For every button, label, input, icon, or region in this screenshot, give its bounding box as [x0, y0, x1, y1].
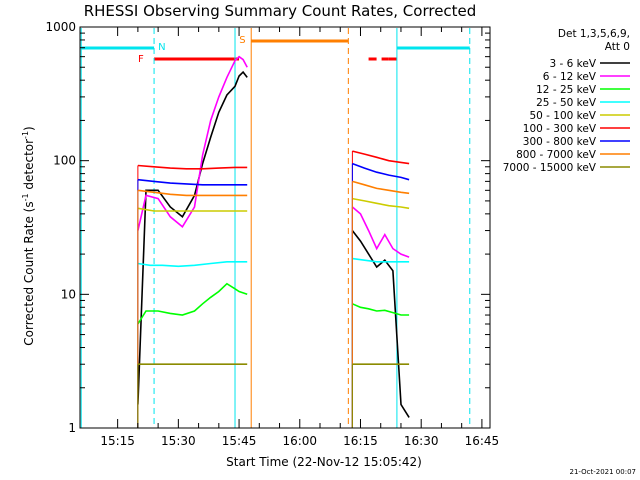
x-tick-label: 15:15 [100, 434, 135, 448]
generation-timestamp: 21-Oct-2021 00:07 [570, 468, 636, 476]
flag-marker-f: F [138, 54, 144, 65]
flag-marker-s: S [239, 35, 245, 46]
y-label-part-3: ) [22, 126, 36, 131]
x-axis: 15:15 15:30 15:45 16:00 16:15 16:30 16:45 [100, 27, 499, 448]
x-tick-label: 15:45 [222, 434, 257, 448]
attenuator-saa-lines [80, 28, 471, 428]
legend-label: 12 - 25 keV [536, 84, 597, 96]
legend-label: 25 - 50 keV [536, 97, 597, 109]
legend-label: 6 - 12 keV [543, 71, 597, 83]
legend-label: 50 - 100 keV [529, 110, 596, 122]
series-line [352, 303, 410, 316]
series-line [137, 55, 248, 231]
x-axis-label: Start Time (22-Nov-12 15:05:42) [226, 455, 422, 469]
y-label-part-2: detector [22, 139, 36, 194]
y-tick-label: 1 [68, 421, 76, 435]
flag-bars: N F S [81, 35, 470, 65]
plot-frame [79, 26, 491, 429]
series-line [351, 206, 410, 258]
legend-label: 300 - 800 keV [523, 136, 597, 148]
series-line [352, 180, 410, 195]
series-line [352, 257, 410, 263]
x-tick-label: 16:45 [465, 434, 500, 448]
series-line [352, 150, 410, 165]
y-label-sup-1: -1 [21, 193, 30, 201]
y-label-sup-2: -1 [21, 131, 30, 139]
series-line [137, 178, 248, 186]
plot-series [137, 55, 410, 428]
legend-label: 800 - 7000 keV [516, 149, 597, 161]
y-axis-label: Corrected Count Rate (s-1 detector-1) [21, 126, 36, 345]
series-line [137, 261, 248, 268]
y-tick-label: 10 [61, 287, 76, 301]
x-tick-label: 16:15 [343, 434, 378, 448]
legend-label: 3 - 6 keV [549, 58, 596, 70]
y-tick-label: 100 [53, 154, 76, 168]
y-axis: 1 10 100 1000 [45, 20, 490, 435]
series-line [137, 189, 248, 197]
series-line [137, 282, 248, 325]
x-tick-label: 15:30 [161, 434, 196, 448]
legend-label: 100 - 300 keV [523, 123, 597, 135]
y-tick-label: 1000 [45, 20, 76, 34]
x-tick-label: 16:30 [404, 434, 439, 448]
legend-label: 7000 - 15000 keV [503, 162, 597, 174]
series-line [137, 164, 248, 170]
flag-marker-n: N [158, 42, 165, 53]
series-line [352, 197, 410, 210]
series-line [351, 230, 410, 418]
y-label-part-1: Corrected Count Rate (s [22, 201, 36, 345]
chart-title: RHESSI Observing Summary Count Rates, Co… [84, 2, 477, 20]
series-line [352, 162, 410, 181]
legend-header-line-1: Det 1,3,5,6,9, [558, 28, 630, 40]
series-line [137, 207, 248, 212]
x-tick-label: 16:00 [282, 434, 317, 448]
legend-header-line-2: Att 0 [605, 41, 630, 53]
